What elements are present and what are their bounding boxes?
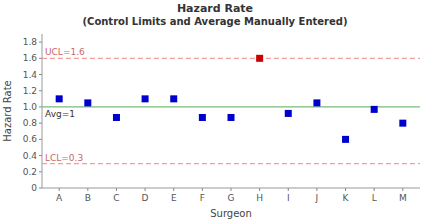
- x-tick-label: F: [200, 193, 205, 203]
- y-axis-line: [42, 34, 43, 188]
- x-tick: [59, 188, 60, 191]
- reference-label: Avg=1: [45, 109, 75, 119]
- reference-labels: UCL=1.6 Avg=1 LCL=0.3: [45, 47, 85, 162]
- x-tick: [316, 188, 317, 191]
- x-tick-label: A: [56, 193, 63, 203]
- y-tick-label: 1.6: [23, 53, 38, 63]
- point: [142, 95, 149, 102]
- reference-line: [42, 106, 420, 107]
- point: [285, 110, 292, 117]
- title: Hazard Rate: [177, 2, 253, 15]
- x-tick-label: K: [343, 193, 350, 203]
- plot-area: [42, 55, 420, 164]
- x-tick-label: H: [256, 193, 263, 203]
- reference-line: [42, 163, 420, 164]
- y-tick-label: 1.4: [23, 70, 38, 80]
- point: [56, 95, 63, 102]
- y-axis: 0 0.2 0.4 0.6 0.8 1.0 1.2 1.4 1.6 1.8: [23, 34, 42, 193]
- x-tick: [374, 188, 375, 191]
- point: [113, 114, 120, 121]
- point: [228, 114, 235, 121]
- x-tick-label: M: [399, 193, 407, 203]
- point: [170, 95, 177, 102]
- y-tick-label: 0: [31, 183, 37, 193]
- x-tick-label: L: [372, 193, 377, 203]
- point: [371, 106, 378, 113]
- point: [313, 99, 320, 106]
- x-tick: [202, 188, 203, 191]
- point: [342, 136, 349, 143]
- point: [256, 55, 263, 62]
- x-tick-label: B: [85, 193, 91, 203]
- reference-label: LCL=0.3: [45, 153, 83, 163]
- y-tick-label: 0.8: [23, 118, 38, 128]
- y-tick-label: 0.6: [23, 134, 38, 144]
- point: [84, 99, 91, 106]
- x-tick: [145, 188, 146, 191]
- subtitle: (Control Limits and Average Manually Ent…: [82, 16, 347, 27]
- x-tick-label: I: [287, 193, 290, 203]
- x-tick: [173, 188, 174, 191]
- y-tick-label: 1.0: [23, 102, 38, 112]
- x-tick: [116, 188, 117, 191]
- titles: Hazard Rate(Control Limits and Average M…: [82, 2, 347, 27]
- x-tick: [87, 188, 88, 191]
- reference-line: [42, 58, 420, 59]
- point: [199, 114, 206, 121]
- x-axis: A B C D E F G H I J K L M: [42, 188, 420, 203]
- x-tick: [345, 188, 346, 191]
- x-tick-label: C: [113, 193, 119, 203]
- x-tick-label: D: [142, 193, 149, 203]
- x-tick: [231, 188, 232, 191]
- reference-label: UCL=1.6: [45, 47, 85, 57]
- x-tick: [288, 188, 289, 191]
- y-tick-label: 0.4: [23, 151, 38, 161]
- y-tick-label: 1.8: [23, 37, 38, 47]
- x-tick-label: G: [228, 193, 235, 203]
- chart: Hazard Rate(Control Limits and Average M…: [0, 0, 430, 222]
- point: [399, 120, 406, 127]
- x-tick: [402, 188, 403, 191]
- x-axis-label: Surgeon: [210, 208, 252, 219]
- x-tick-label: J: [315, 193, 319, 203]
- x-tick: [259, 188, 260, 191]
- x-tick-label: E: [171, 193, 177, 203]
- y-axis-label: Hazard Rate: [2, 80, 13, 141]
- y-tick-label: 1.2: [23, 86, 37, 96]
- y-tick-label: 0.2: [23, 167, 37, 177]
